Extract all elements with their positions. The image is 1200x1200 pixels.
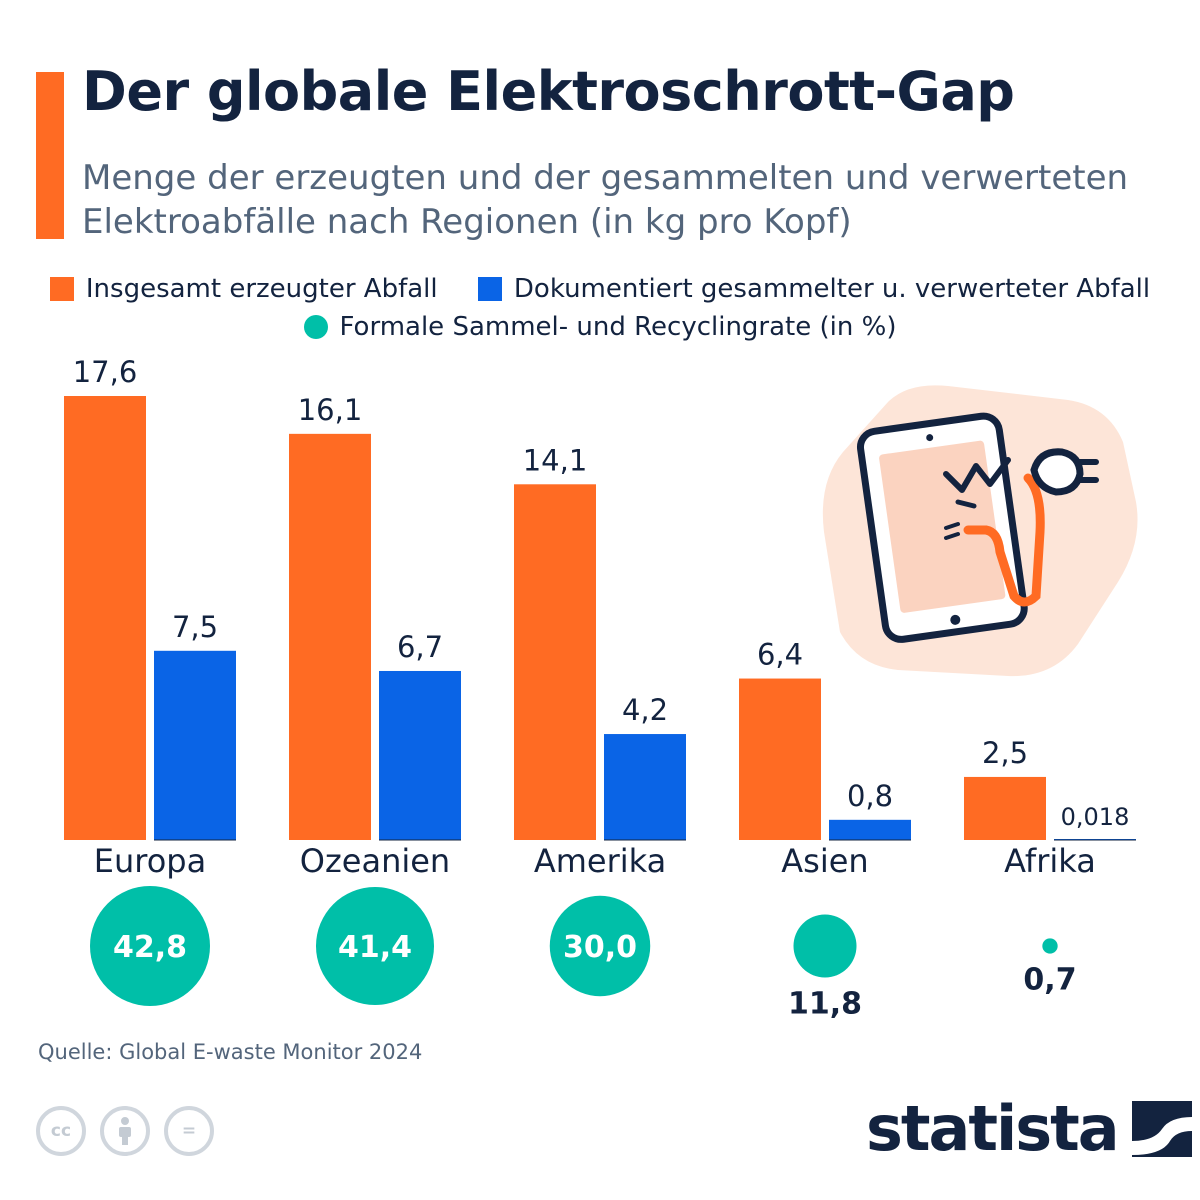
data-label-ozeanien-generated: 16,1 (298, 393, 363, 427)
bar-europa-collected (154, 650, 236, 840)
statista-logo-text: statista (866, 1092, 1120, 1165)
plug-icon (1030, 448, 1099, 496)
source-note: Quelle: Global E-waste Monitor 2024 (38, 1040, 423, 1064)
legend-label-rate: Formale Sammel- und Recyclingrate (in %) (339, 312, 897, 342)
bar-amerika-generated (514, 484, 596, 840)
legend-swatch-rate (303, 315, 328, 339)
legend-label-generated: Insgesamt erzeugter Abfall (85, 274, 438, 304)
data-label-afrika-generated: 2,5 (982, 736, 1028, 770)
broken-tablet-illustration (822, 385, 1138, 677)
tablet-screen (879, 440, 1006, 613)
bar-asien-generated (739, 678, 821, 840)
rate-label-amerika: 30,0 (563, 930, 637, 965)
bar-ozeanien-generated (289, 433, 371, 840)
statista-logo: statista (866, 1098, 1192, 1160)
rate-bubble-afrika (1042, 938, 1058, 954)
legend-item-rate: Formale Sammel- und Recyclingrate (in %) (303, 312, 897, 342)
legend-item-collected: Dokumentiert gesammelter u. verwerteter … (477, 274, 1151, 304)
cc-icon: cc (36, 1106, 86, 1156)
data-label-afrika-collected: 0,018 (1061, 803, 1130, 831)
bar-amerika-collected (604, 734, 686, 840)
page-subtitle: Menge der erzeugten und der gesammelten … (82, 158, 1129, 242)
rate-bubble-asien (793, 914, 857, 978)
legend-item-generated: Insgesamt erzeugter Abfall (49, 274, 438, 304)
category-label-afrika: Afrika (1004, 842, 1096, 880)
crack-icon (943, 457, 1011, 493)
legend-row-2: Formale Sammel- und Recyclingrate (in %) (0, 312, 1200, 346)
category-label-europa: Europa (94, 842, 206, 880)
legend-swatch-generated (49, 277, 74, 301)
page-title: Der globale Elektroschrott-Gap (82, 60, 1015, 123)
bar-ozeanien-collected (379, 670, 461, 840)
rate-label-afrika: 0,7 (1023, 963, 1076, 998)
rate-label-europa: 42,8 (113, 930, 187, 965)
rate-label-ozeanien: 41,4 (338, 930, 412, 965)
data-label-europa-collected: 7,5 (172, 610, 218, 644)
category-label-ozeanien: Ozeanien (300, 842, 450, 880)
rate-bubble-amerika (549, 895, 651, 997)
bar-europa-generated (64, 396, 146, 840)
bar-asien-collected (829, 819, 911, 840)
statista-logo-mark (1131, 1101, 1192, 1157)
license-icons: cc = (36, 1106, 214, 1156)
data-label-asien-collected: 0,8 (847, 779, 893, 813)
rate-label-asien: 11,8 (788, 987, 862, 1022)
rate-bubble-ozeanien (315, 886, 435, 1006)
category-label-asien: Asien (781, 842, 868, 880)
data-label-asien-generated: 6,4 (757, 638, 803, 672)
legend-row-1: Insgesamt erzeugter Abfall Dokumentiert … (0, 274, 1200, 308)
data-label-ozeanien-collected: 6,7 (397, 630, 443, 664)
data-label-amerika-generated: 14,1 (523, 443, 588, 477)
title-accent-bar (36, 72, 64, 239)
category-label-amerika: Amerika (534, 842, 666, 880)
legend-swatch-collected (477, 277, 502, 301)
attribution-icon (100, 1106, 150, 1156)
legend-label-collected: Dokumentiert gesammelter u. verwerteter … (513, 274, 1151, 304)
data-label-europa-generated: 17,6 (73, 355, 138, 389)
cable-icon (963, 473, 1045, 607)
data-label-amerika-collected: 4,2 (622, 693, 668, 727)
no-derivatives-icon: = (164, 1106, 214, 1156)
bar-afrika-generated (964, 776, 1046, 840)
rate-bubble-europa (90, 886, 210, 1006)
